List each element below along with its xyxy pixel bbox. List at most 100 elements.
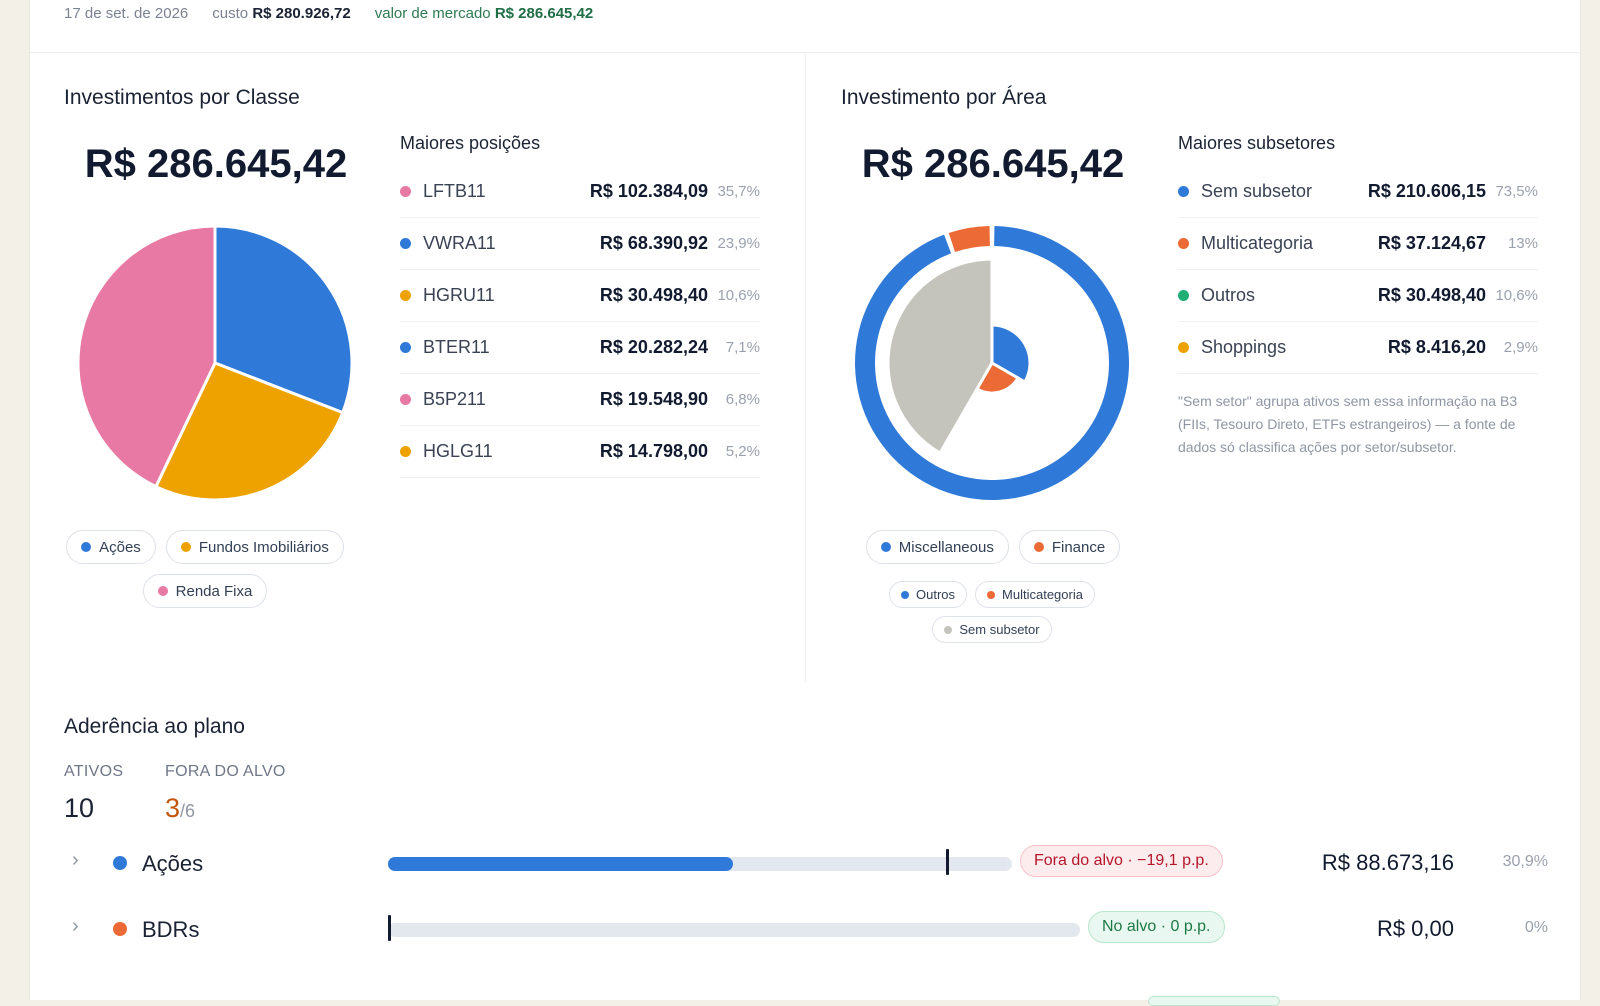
legend-label: Multicategoria [1002, 587, 1083, 602]
list-row-b5p211[interactable]: B5P211 R$ 19.548,90 6,8% [400, 374, 760, 426]
class-percent: 30,9% [1502, 853, 1548, 870]
legend-item-miscellaneous[interactable]: Miscellaneous [865, 530, 1009, 564]
list-dot [400, 238, 411, 249]
top-positions-title: Maiores posições [400, 133, 541, 153]
donut-inner-multicategoria[interactable] [974, 360, 1021, 395]
legend-item-multicategoria[interactable]: Multicategoria [975, 581, 1095, 608]
legend-dot [1033, 542, 1044, 552]
list-name: BTER11 [423, 337, 490, 357]
class-pie-svg [76, 224, 354, 502]
list-name: Multicategoria [1201, 233, 1314, 253]
pie-slice-acoes[interactable] [213, 224, 354, 415]
subsector-legend: Outros Multicategoria Sem subsetor [867, 581, 1117, 643]
top-subsectors-title: Maiores subsetores [1178, 133, 1336, 153]
class-panel: Investimentos por Classe R$ 286.645,42 A… [30, 54, 806, 682]
list-name: HGLG11 [423, 441, 493, 461]
legend-dot [880, 542, 891, 552]
expand-chevron-icon[interactable]: › [72, 915, 79, 937]
class-pie-chart [76, 224, 354, 502]
legend-item-renda-fixa[interactable]: Renda Fixa [142, 574, 268, 608]
legend-item-finance[interactable]: Finance [1018, 530, 1121, 564]
list-percent: 10,6% [717, 287, 760, 304]
target-marker [388, 915, 391, 941]
list-row-hglg11[interactable]: HGLG11 R$ 14.798,00 5,2% [400, 426, 760, 478]
legend-item-acoes[interactable]: Ações [66, 530, 156, 564]
list-value: R$ 37.124,67 [1377, 233, 1486, 253]
list-value: R$ 102.384,09 [589, 181, 708, 201]
list-name: Shoppings [1201, 337, 1287, 357]
off-target-kpi-label: FORA DO ALVO [165, 763, 286, 780]
portfolio-meta: 17 de set. de 2026 custo R$ 280.926,72 v… [64, 5, 593, 22]
pie-slice-renda-fixa[interactable] [76, 224, 217, 489]
list-row-bter11[interactable]: BTER11 R$ 20.282,24 7,1% [400, 322, 760, 374]
next-row-badge [1148, 996, 1280, 1006]
class-color-dot [113, 922, 127, 936]
list-dot [400, 186, 411, 197]
list-percent: 23,9% [717, 235, 760, 252]
cost-summary: custo R$ 280.926,72 [212, 5, 350, 22]
legend-item-outros[interactable]: Outros [889, 581, 968, 608]
list-dot [400, 446, 411, 457]
list-value: R$ 14.798,00 [599, 441, 708, 461]
donut-inner-sem-subsetor[interactable] [886, 257, 994, 456]
list-dot [1178, 342, 1189, 353]
legend-dot [157, 586, 168, 596]
area-total-value: R$ 286.645,42 [861, 142, 1125, 186]
list-row-multicategoria[interactable]: Multicategoria R$ 37.124,67 13% [1178, 218, 1538, 270]
area-donut-chart [853, 224, 1131, 502]
list-row-sem-subsetor[interactable]: Sem subsetor R$ 210.606,15 73,5% [1178, 166, 1538, 218]
pie-slice-fundos-imobiliarios[interactable] [153, 361, 345, 502]
legend-label: Sem subsetor [959, 622, 1040, 637]
allocation-fill [388, 857, 734, 871]
snapshot-date: 17 de set. de 2026 [64, 5, 189, 22]
adherence-row-acoes[interactable]: › Ações Fora do alvo · −19,1 p.p. R$ 88.673… [30, 843, 1580, 883]
list-percent: 2,9% [1503, 339, 1538, 356]
off-target-count: 3 [165, 793, 181, 823]
list-name: Outros [1201, 285, 1256, 305]
target-marker [946, 849, 949, 875]
cost-value: R$ 280.926,72 [252, 5, 351, 22]
assets-kpi-value: 10 [64, 793, 95, 823]
sector-legend: Miscellaneous Finance [837, 530, 1149, 564]
list-row-shoppings[interactable]: Shoppings R$ 8.416,20 2,9% [1178, 322, 1538, 374]
legend-label: Fundos Imobiliários [198, 538, 329, 556]
class-amount: R$ 88.673,16 [1321, 850, 1454, 875]
expand-chevron-icon[interactable]: › [72, 849, 79, 871]
off-target-total: /6 [180, 801, 196, 821]
list-row-vwra11[interactable]: VWRA11 R$ 68.390,92 23,9% [400, 218, 760, 270]
legend-dot [81, 542, 92, 552]
off-target-kpi-value: 3/6 [165, 793, 286, 824]
list-value: R$ 210.606,15 [1367, 181, 1486, 201]
list-name: B5P211 [423, 389, 486, 409]
assets-kpi: ATIVOS 10 [64, 763, 123, 824]
adherence-title: Aderência ao plano [64, 715, 245, 738]
allocation-track [388, 915, 1080, 941]
legend-dot [180, 542, 191, 552]
adherence-row-bdrs[interactable]: › BDRs No alvo · 0 p.p. R$ 0,00 0% [30, 909, 1580, 949]
class-total-value: R$ 286.645,42 [84, 142, 348, 186]
area-panel-title: Investimento por Área [841, 86, 1047, 109]
list-dot [400, 394, 411, 405]
list-row-outros[interactable]: Outros R$ 30.498,40 10,6% [1178, 270, 1538, 322]
legend-dot [901, 590, 910, 599]
list-percent: 10,6% [1495, 287, 1538, 304]
list-dot [1178, 238, 1189, 249]
legend-dot [987, 590, 996, 599]
class-amount: R$ 0,00 [1376, 916, 1454, 941]
list-row-lftb11[interactable]: LFTB11 R$ 102.384,09 35,7% [400, 166, 760, 218]
legend-label: Renda Fixa [175, 582, 253, 600]
top-subsectors-list: Sem subsetor R$ 210.606,15 73,5% Multicateg… [1178, 166, 1538, 374]
legend-item-fundos-imobiliarios[interactable]: Fundos Imobiliários [165, 530, 344, 564]
class-panel-title: Investimentos por Classe [64, 86, 300, 109]
assets-kpi-label: ATIVOS [64, 763, 124, 780]
market-value: R$ 286.645,42 [494, 5, 594, 22]
list-value: R$ 8.416,20 [1387, 337, 1486, 357]
legend-item-sem-subsetor[interactable]: Sem subsetor [932, 616, 1052, 643]
portfolio-summary-bar: 17 de set. de 2026 custo R$ 280.926,72 v… [30, 0, 1580, 53]
status-badge: No alvo · 0 p.p. [1088, 911, 1225, 943]
donut-ring-finance[interactable] [948, 226, 990, 252]
list-value: R$ 20.282,24 [599, 337, 708, 357]
list-row-hgru11[interactable]: HGRU11 R$ 30.498,40 10,6% [400, 270, 760, 322]
legend-label: Finance [1051, 538, 1106, 556]
list-value: R$ 30.498,40 [599, 285, 708, 305]
